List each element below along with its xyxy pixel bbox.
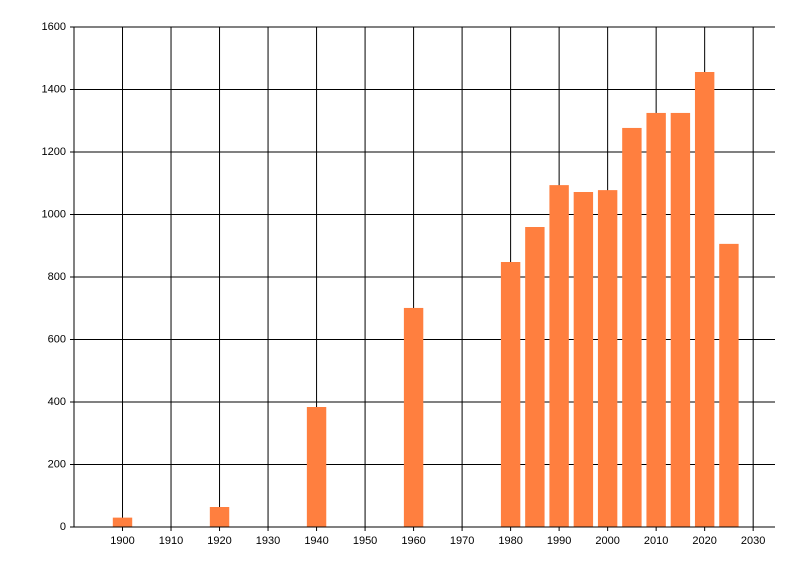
- y-tick-label: 600: [48, 333, 66, 345]
- x-tick-label: 2000: [595, 535, 619, 547]
- x-tick-label: 1970: [450, 535, 474, 547]
- y-tick-label: 1400: [42, 83, 66, 95]
- bar: [646, 112, 666, 527]
- bar: [112, 517, 133, 527]
- y-tick-label: 400: [48, 396, 66, 408]
- x-tick-label: 1910: [159, 535, 183, 547]
- y-tick-label: 1000: [42, 208, 66, 220]
- bar: [597, 190, 618, 527]
- bar: [500, 262, 521, 527]
- bar: [573, 192, 594, 527]
- bar: [694, 72, 715, 527]
- x-tick-label: 1930: [256, 535, 280, 547]
- x-tick-label: 1990: [547, 535, 571, 547]
- bar: [622, 127, 642, 527]
- bar: [209, 507, 230, 527]
- bar: [670, 112, 691, 527]
- bar: [403, 307, 424, 527]
- x-tick-label: 1950: [353, 535, 377, 547]
- x-tick-label: 1900: [110, 535, 134, 547]
- y-tick-label: 200: [48, 458, 66, 470]
- x-tick-label: 1980: [498, 535, 522, 547]
- y-tick-label: 800: [48, 271, 66, 283]
- bar: [306, 407, 327, 527]
- x-tick-label: 2030: [741, 535, 765, 547]
- x-tick-label: 1940: [304, 535, 328, 547]
- x-tick-label: 1920: [207, 535, 231, 547]
- x-tick-label: 2020: [692, 535, 716, 547]
- bar: [719, 243, 739, 527]
- x-tick-label: 1960: [401, 535, 425, 547]
- bar: [549, 185, 569, 527]
- y-tick-label: 1600: [42, 21, 66, 33]
- y-tick-label: 0: [60, 521, 66, 533]
- x-tick-label: 2010: [644, 535, 668, 547]
- y-tick-label: 1200: [42, 146, 66, 158]
- bar: [525, 227, 545, 527]
